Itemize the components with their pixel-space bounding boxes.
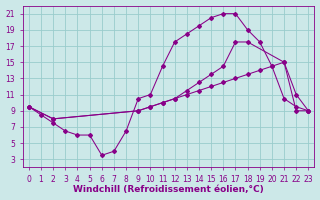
X-axis label: Windchill (Refroidissement éolien,°C): Windchill (Refroidissement éolien,°C)	[73, 185, 264, 194]
